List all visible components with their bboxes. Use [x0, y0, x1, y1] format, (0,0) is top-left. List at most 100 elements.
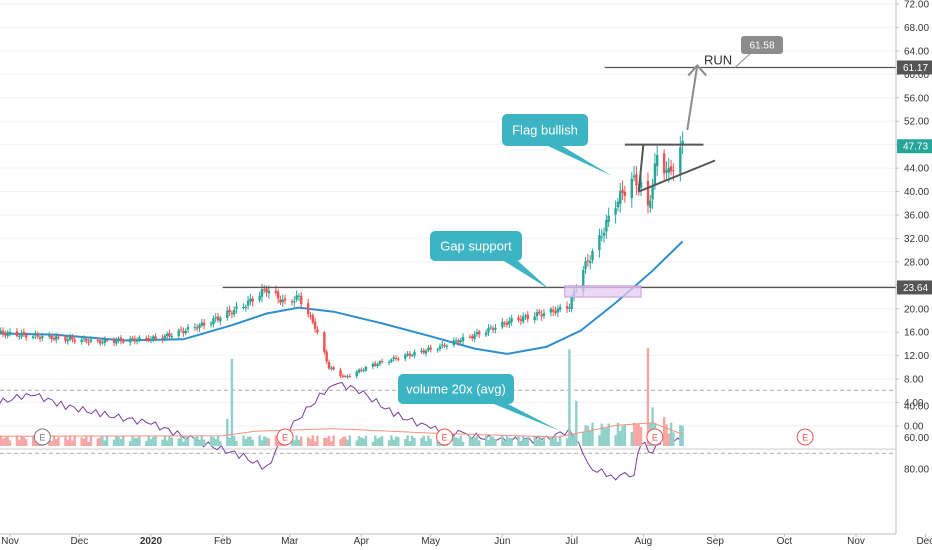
- candle-body: [554, 311, 557, 314]
- earnings-marker-label: E: [282, 432, 288, 442]
- volume-bar: [632, 422, 636, 446]
- volume-bar: [565, 438, 569, 446]
- candle-body: [459, 340, 462, 343]
- volume-bar: [461, 441, 465, 446]
- candle-body: [1, 331, 5, 334]
- volume-bar: [343, 436, 347, 446]
- volume-bar: [607, 423, 610, 446]
- volume-bar: [475, 436, 479, 446]
- candle-body: [484, 332, 488, 336]
- candle-body: [602, 232, 606, 236]
- candle-body: [387, 361, 391, 363]
- candle-body: [161, 337, 164, 340]
- candle-body: [667, 167, 670, 173]
- candle-body: [343, 375, 347, 377]
- time-tick-label: Dec: [916, 536, 932, 547]
- candle-body: [635, 174, 638, 186]
- candle-body: [427, 347, 430, 351]
- volume-bar: [246, 436, 250, 446]
- price-tick-label: 44.00: [904, 164, 929, 175]
- candle-body: [147, 338, 150, 341]
- candle-body: [8, 331, 12, 333]
- volume-bar: [526, 436, 529, 446]
- candle-body: [471, 336, 474, 339]
- volume-bar: [582, 432, 585, 446]
- volume-bar: [265, 437, 268, 446]
- candle-body: [621, 189, 624, 193]
- gap-support-box: [564, 285, 642, 298]
- price-tick-label: 52.00: [904, 117, 929, 128]
- candle-body: [584, 261, 587, 270]
- volume-bar: [293, 440, 296, 446]
- candle-body: [443, 345, 446, 347]
- volume-bar: [18, 439, 21, 446]
- volume-bar: [89, 435, 93, 446]
- volume-bar: [235, 441, 238, 446]
- candle-body: [96, 339, 100, 341]
- candle-body: [540, 314, 543, 317]
- earnings-marker-label: E: [39, 432, 45, 442]
- volume-bar: [50, 441, 53, 446]
- price-tick-label: 8.00: [904, 375, 924, 386]
- volume-bar: [422, 435, 425, 446]
- candle-body: [55, 336, 58, 340]
- earnings-marker: [33, 428, 51, 446]
- volume-bar: [226, 418, 229, 446]
- volume-bar: [586, 425, 590, 446]
- candle-body: [50, 335, 53, 339]
- candle-body: [212, 318, 215, 325]
- candle-body: [251, 298, 254, 302]
- candle-body: [651, 185, 654, 200]
- volume-bar: [119, 439, 123, 446]
- volume-bar: [639, 427, 643, 446]
- run-value-pointer: [734, 51, 753, 68]
- candle-body: [283, 298, 287, 301]
- volume-bar: [1, 438, 5, 446]
- volume-bar: [103, 440, 106, 446]
- price-tick-label: 32.00: [904, 234, 929, 245]
- volume-bar: [0, 435, 2, 446]
- volume-bar: [251, 439, 254, 446]
- volume-bar: [242, 435, 245, 446]
- candle-body: [653, 163, 657, 185]
- volume-bar: [163, 435, 167, 446]
- candle-body: [48, 335, 51, 337]
- volume-bar: [82, 438, 86, 446]
- candle-body: [267, 290, 271, 294]
- callout-volume-tail: [494, 404, 560, 431]
- volume-bar: [263, 436, 266, 446]
- candle-body: [242, 307, 245, 309]
- candle-body: [297, 295, 301, 297]
- candle-body: [202, 322, 206, 326]
- volume-bar: [68, 435, 72, 446]
- candle-body: [18, 336, 21, 338]
- volume-bar: [454, 437, 458, 446]
- volume-bar: [468, 435, 472, 446]
- earnings-marker: [796, 428, 814, 446]
- candle-body: [327, 362, 331, 369]
- volume-bar: [621, 425, 624, 446]
- candle-body: [424, 350, 428, 354]
- candle-body: [355, 371, 358, 377]
- candle-body: [565, 306, 569, 309]
- candle-body: [374, 363, 377, 366]
- candle-body: [473, 334, 476, 340]
- candles: [0, 131, 684, 379]
- volume-bar: [473, 437, 476, 446]
- candle-body: [413, 351, 416, 356]
- price-tick-label: 16.00: [904, 328, 929, 339]
- volume-bar: [152, 436, 155, 446]
- flag-pole-line: [637, 144, 645, 192]
- candle-body: [649, 200, 652, 208]
- candle-body: [457, 340, 460, 343]
- run-label: RUN: [704, 52, 732, 67]
- volume-bar: [392, 439, 395, 446]
- volume-bar: [429, 439, 432, 446]
- volume-bar: [258, 435, 261, 446]
- volume-bar: [80, 437, 83, 446]
- volume-bar: [154, 436, 157, 446]
- volume-bar: [424, 441, 428, 446]
- volume-bar: [540, 440, 543, 446]
- candle-body: [198, 324, 201, 328]
- volume-bar: [623, 425, 627, 446]
